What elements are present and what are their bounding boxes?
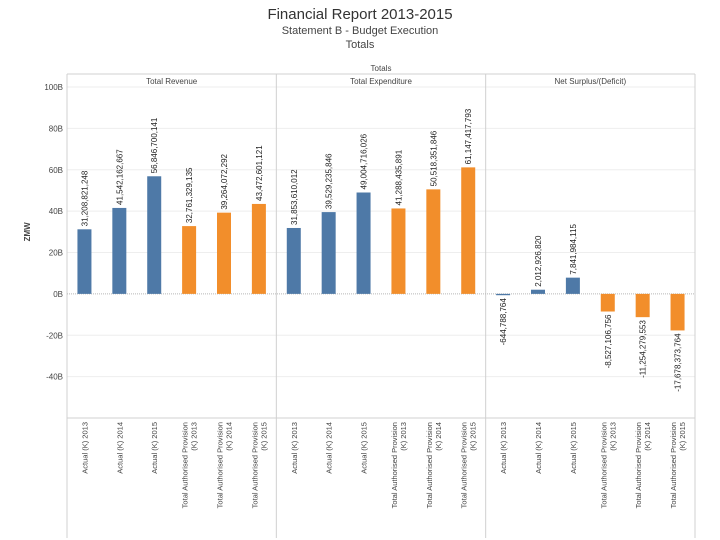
panel-header-label: Total Revenue [146, 77, 198, 86]
category-label: Total Authorised Provision(K) 2015 [250, 422, 268, 508]
category-label-line: Total Authorised Provision [425, 422, 434, 508]
category-label-line: Total Authorised Provision [390, 422, 399, 508]
bar [217, 212, 231, 294]
bar [531, 289, 545, 294]
category-label-line: Total Authorised Provision [599, 422, 608, 508]
category-label-line: Actual (K) 2013 [290, 422, 299, 474]
category-label: Total Authorised Provision(K) 2013 [181, 422, 199, 508]
category-label-line: (K) 2015 [259, 422, 268, 451]
y-tick-label: 60B [49, 166, 63, 175]
y-tick-label: -20B [46, 331, 63, 340]
bar [321, 212, 336, 294]
bar [496, 293, 511, 296]
category-label: Actual (K) 2013 [499, 422, 508, 474]
category-label: Total Authorised Provision(K) 2014 [216, 422, 234, 508]
bar-value-label: 31,853,610,012 [290, 169, 299, 225]
category-label-line: Actual (K) 2014 [534, 422, 543, 474]
category-label-line: (K) 2015 [678, 422, 687, 451]
bar [600, 293, 615, 312]
bar-value-label: 61,147,417,793 [464, 108, 473, 164]
bar [77, 229, 92, 294]
bar [635, 293, 650, 318]
panel-header-label: Net Surplus/(Deficit) [555, 77, 627, 86]
bar-value-label: 31,208,821,248 [80, 170, 89, 226]
bar-value-label: 39,529,235,846 [325, 153, 334, 209]
bar-value-label: 41,288,435,891 [394, 149, 403, 205]
bar [426, 189, 441, 294]
bar-value-label: 49,004,716,026 [360, 133, 369, 189]
category-label-line: Actual (K) 2015 [569, 422, 578, 474]
category-label-line: Actual (K) 2015 [150, 422, 159, 474]
bar-value-label: -11,254,279,553 [639, 320, 648, 378]
bar-value-label: 50,518,351,846 [429, 130, 438, 186]
bar-value-label: 56,846,700,141 [150, 117, 159, 173]
y-tick-label: -40B [46, 373, 63, 382]
category-label-line: Actual (K) 2015 [360, 422, 369, 474]
y-tick-label: 100B [44, 83, 63, 92]
category-label: Actual (K) 2015 [569, 422, 578, 474]
bar-value-label: -17,678,373,764 [674, 333, 683, 392]
bar-value-label: 2,012,926,820 [534, 235, 543, 287]
bar [565, 277, 580, 294]
y-tick-label: 0B [53, 290, 63, 299]
report-subtitle-totals: Totals [345, 39, 375, 51]
category-label: Total Authorised Provision(K) 2015 [669, 422, 687, 508]
panel-header-label: Total Expenditure [350, 77, 412, 86]
category-label-line: Actual (K) 2014 [115, 422, 124, 474]
category-label-line: Total Authorised Provision [216, 422, 225, 508]
category-label-line: Actual (K) 2014 [325, 422, 334, 474]
category-label-line: (K) 2013 [608, 422, 617, 451]
bar [461, 167, 476, 294]
bar-value-label: -644,788,764 [499, 298, 508, 346]
category-label: Actual (K) 2013 [290, 422, 299, 474]
category-label-line: Actual (K) 2013 [499, 422, 508, 474]
category-label: Actual (K) 2013 [80, 422, 89, 474]
category-label: Actual (K) 2015 [150, 422, 159, 474]
y-axis-title: ZMW [23, 222, 32, 242]
category-label-line: (K) 2014 [225, 422, 234, 451]
category-label-line: Total Authorised Provision [460, 422, 469, 508]
report-subtitle: Statement B - Budget Execution [281, 25, 439, 37]
bar [147, 176, 162, 294]
bar [670, 293, 685, 331]
bar [356, 192, 371, 294]
category-label: Actual (K) 2015 [360, 422, 369, 474]
y-tick-label: 80B [49, 124, 63, 133]
y-tick-label: 20B [49, 249, 63, 258]
category-label: Total Authorised Provision(K) 2014 [634, 422, 652, 508]
category-label-line: (K) 2013 [190, 422, 199, 451]
category-label: Total Authorised Provision(K) 2014 [425, 422, 443, 508]
category-label-line: (K) 2015 [469, 422, 478, 451]
bar-value-label: 32,761,329,135 [185, 167, 194, 223]
y-tick-label: 40B [49, 207, 63, 216]
bar-value-label: 43,472,601,121 [255, 145, 264, 201]
bar [112, 207, 127, 294]
bar [286, 227, 301, 294]
category-label-line: Total Authorised Provision [634, 422, 643, 508]
category-label-line: Total Authorised Provision [181, 422, 190, 508]
bar-value-label: 39,264,072,292 [220, 153, 229, 209]
bar-value-label: -8,527,106,756 [604, 314, 613, 368]
category-label-line: Total Authorised Provision [669, 422, 678, 508]
bar-value-label: 41,542,162,667 [115, 149, 124, 205]
category-label-line: (K) 2014 [643, 422, 652, 451]
bar-value-label: 7,841,984,115 [569, 224, 578, 275]
category-label-line: Actual (K) 2013 [80, 422, 89, 474]
column-header-label: Totals [371, 64, 392, 73]
category-label: Actual (K) 2014 [325, 422, 334, 474]
category-label-line: Total Authorised Provision [250, 422, 259, 508]
category-label-line: (K) 2013 [399, 422, 408, 451]
category-label: Total Authorised Provision(K) 2015 [460, 422, 478, 508]
category-label: Actual (K) 2014 [115, 422, 124, 474]
category-label-line: (K) 2014 [434, 422, 443, 451]
category-label: Total Authorised Provision(K) 2013 [390, 422, 408, 508]
report-title: Financial Report 2013-2015 [267, 6, 453, 23]
category-label: Total Authorised Provision(K) 2013 [599, 422, 617, 508]
bar [182, 226, 197, 294]
category-label: Actual (K) 2014 [534, 422, 543, 474]
bar [391, 208, 406, 294]
bar [251, 203, 266, 294]
